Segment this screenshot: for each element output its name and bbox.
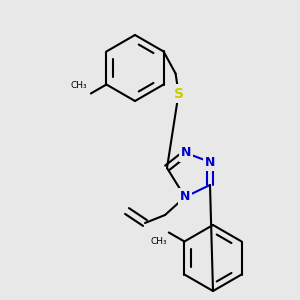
Text: N: N	[181, 146, 191, 160]
Text: S: S	[174, 86, 184, 100]
Text: CH₃: CH₃	[150, 238, 167, 247]
Text: N: N	[205, 155, 215, 169]
Text: CH₃: CH₃	[70, 80, 87, 89]
Text: N: N	[180, 190, 190, 203]
